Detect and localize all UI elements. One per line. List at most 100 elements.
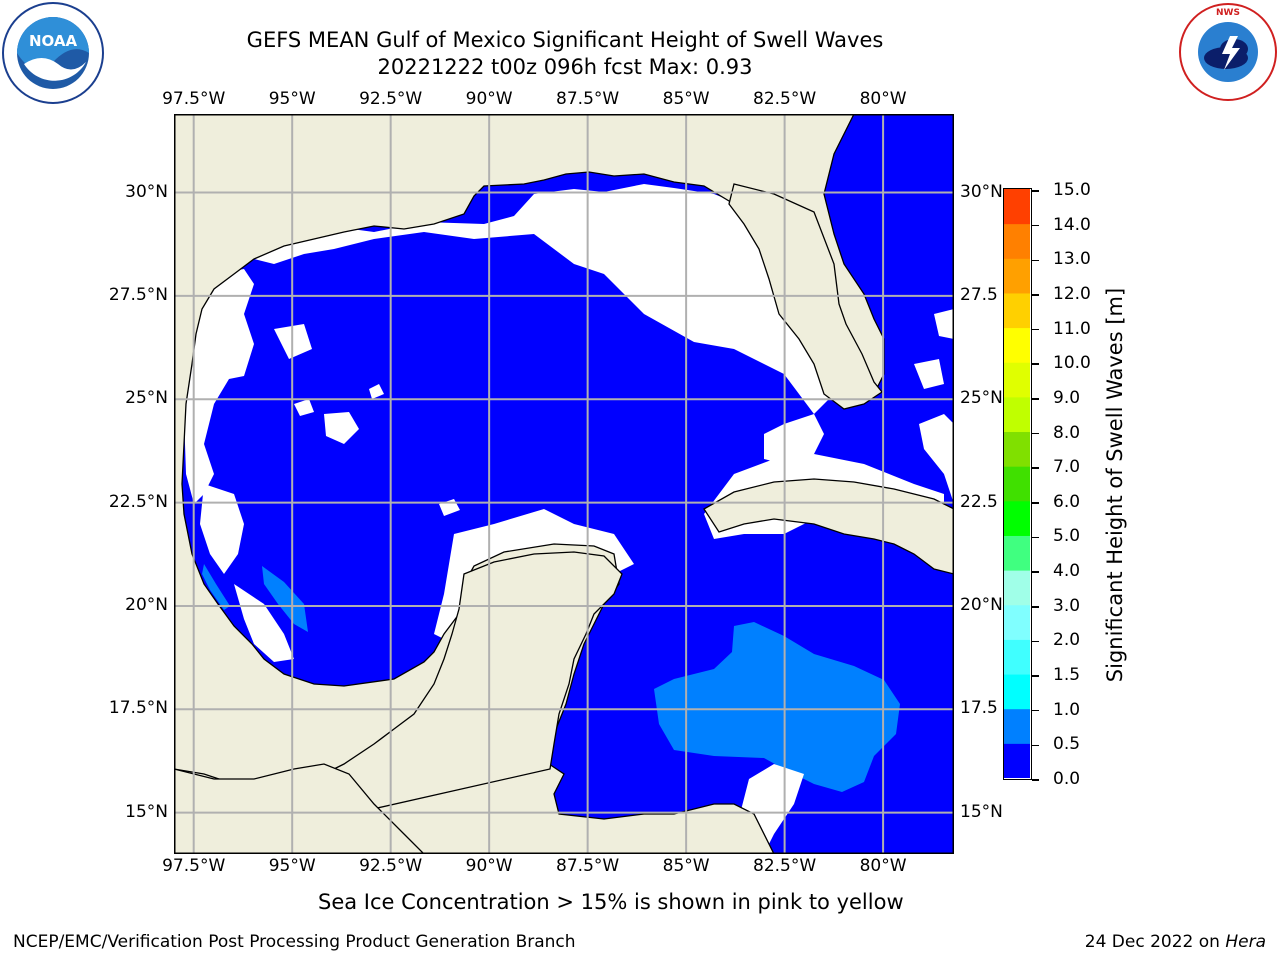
colorbar-swatch (1004, 396, 1030, 433)
colorbar-tick-mark (1032, 779, 1039, 781)
top-lon-label: 95°W (268, 89, 316, 109)
colorbar-swatch (1004, 258, 1030, 294)
footer-date-text: 24 Dec 2022 on (1084, 932, 1220, 952)
colorbar-tick-mark (1032, 294, 1039, 296)
noaa-logo: NOAA (2, 2, 104, 104)
colorbar-tick-label: 0.5 (1053, 734, 1081, 755)
svg-text:NWS: NWS (1216, 8, 1240, 18)
colorbar-tick-label: 1.0 (1053, 699, 1081, 720)
noaa-logo-text: NOAA (29, 32, 78, 50)
colorbar-tick-mark (1032, 432, 1039, 435)
colorbar-tick-mark (1032, 709, 1039, 712)
colorbar-swatch (1004, 743, 1030, 779)
colorbar-label: Significant Height of Swell Waves [m] (1103, 287, 1127, 683)
colorbar-tick-mark (1032, 744, 1039, 747)
swell-region-tamaulipas (202, 564, 230, 610)
colorbar-swatch (1004, 535, 1030, 571)
chart-subtitle: 20221222 t00z 096h fcst Max: 0.93 (377, 55, 753, 79)
colorbar-tick-mark (1032, 571, 1039, 573)
colorbar-tick-label: 9.0 (1053, 387, 1081, 408)
footer-credit: NCEP/EMC/Verification Post Processing Pr… (13, 932, 576, 952)
left-lat-label: 30°N (125, 181, 168, 202)
graticule (174, 114, 954, 854)
colorbar-swatch (1004, 189, 1030, 225)
colorbar-swatch (1004, 223, 1030, 259)
colorbar-swatch (1004, 708, 1030, 744)
right-lat-label: 27.5 (960, 284, 998, 305)
nws-logo: NWS (1179, 3, 1277, 101)
colorbar-tick-label: 11.0 (1053, 318, 1091, 339)
right-lat-label: 30°N (960, 181, 1003, 202)
bottom-lon-label: 80°W (859, 856, 907, 876)
colorbar-tick-mark (1032, 224, 1039, 227)
right-lat-label: 20°N (960, 594, 1003, 615)
colorbar-tick-mark (1032, 606, 1039, 608)
colorbar-tick-mark (1032, 467, 1039, 469)
left-lat-label: 25°N (125, 388, 168, 409)
colorbar-tick-mark (1032, 398, 1039, 400)
top-lon-label: 92.5°W (359, 89, 423, 109)
swell-region-bay-campeche-west (262, 566, 308, 632)
colorbar-swatch (1004, 466, 1030, 502)
colorbar-tick-label: 1.5 (1053, 665, 1081, 686)
top-lon-label: 80°W (859, 89, 907, 109)
left-lat-label: 22.5°N (108, 491, 168, 512)
right-lat-label: 25°N (960, 388, 1003, 409)
bottom-lon-label: 90°W (465, 856, 513, 876)
top-lon-label: 97.5°W (162, 89, 226, 109)
colorbar-swatch (1004, 431, 1030, 467)
colorbar-tick-label: 7.0 (1053, 457, 1081, 478)
colorbar-tick-mark (1032, 502, 1039, 504)
top-lon-label: 90°W (465, 89, 513, 109)
right-lat-label: 22.5 (960, 491, 998, 512)
colorbar-tick-label: 0.0 (1053, 769, 1081, 789)
bottom-lon-label: 82.5°W (753, 856, 817, 876)
colorbar-swatch (1004, 327, 1030, 363)
colorbar-swatch (1004, 292, 1030, 329)
colorbar-swatch (1004, 362, 1030, 398)
colorbar-tick-label: 2.0 (1053, 630, 1081, 651)
colorbar-tick-label: 8.0 (1053, 422, 1081, 443)
colorbar-tick-mark (1032, 190, 1039, 192)
colorbar-tick-label: 5.0 (1053, 526, 1081, 547)
left-lat-label: 17.5°N (108, 698, 168, 719)
top-lon-label: 82.5°W (753, 89, 817, 109)
map-svg (173, 113, 955, 855)
colorbar-swatch (1004, 674, 1030, 710)
bottom-lon-label: 97.5°W (162, 856, 226, 876)
map-frame (174, 114, 954, 854)
colorbar-tick-label: 4.0 (1053, 561, 1081, 582)
colorbar-swatches (1004, 189, 1030, 779)
colorbar-swatch (1004, 500, 1030, 536)
left-lat-label: 15°N (125, 801, 168, 822)
bottom-lon-label: 95°W (268, 856, 316, 876)
colorbar-swatch (1004, 570, 1030, 606)
colorbar-tick-label: 3.0 (1053, 595, 1081, 616)
sea-ice-caption: Sea Ice Concentration > 15% is shown in … (318, 890, 904, 914)
footer-date: 24 Dec 2022 on Hera (1085, 932, 1266, 952)
map-panel (173, 113, 955, 855)
colorbar-tick-label: 6.0 (1053, 491, 1081, 512)
bottom-lon-label: 92.5°W (359, 856, 423, 876)
chart-title: GEFS MEAN Gulf of Mexico Significant Hei… (246, 28, 884, 52)
right-lat-label: 17.5 (960, 698, 998, 719)
colorbar-tick-label: 15.0 (1053, 180, 1091, 200)
colorbar-tick-label: 10.0 (1053, 353, 1091, 374)
swell-region-caribbean (654, 622, 900, 792)
bottom-lon-label: 87.5°W (556, 856, 620, 876)
colorbar-tick-mark (1032, 536, 1039, 539)
colorbar-tick-label: 12.0 (1053, 283, 1091, 304)
top-lon-label: 87.5°W (556, 89, 620, 109)
left-lat-label: 27.5°N (108, 284, 168, 305)
colorbar-tick-mark (1032, 259, 1039, 262)
colorbar-tick-mark (1032, 363, 1039, 365)
colorbar-tick-mark (1032, 328, 1039, 331)
left-lat-label: 20°N (125, 594, 168, 615)
colorbar-swatch (1004, 604, 1030, 640)
colorbar-tick-label: 14.0 (1053, 214, 1091, 235)
footer-host: Hera (1225, 932, 1266, 952)
colorbar-tick-mark (1032, 640, 1039, 643)
right-lat-label: 15°N (960, 801, 1003, 822)
colorbar (1003, 188, 1032, 780)
colorbar-swatch (1004, 639, 1030, 675)
